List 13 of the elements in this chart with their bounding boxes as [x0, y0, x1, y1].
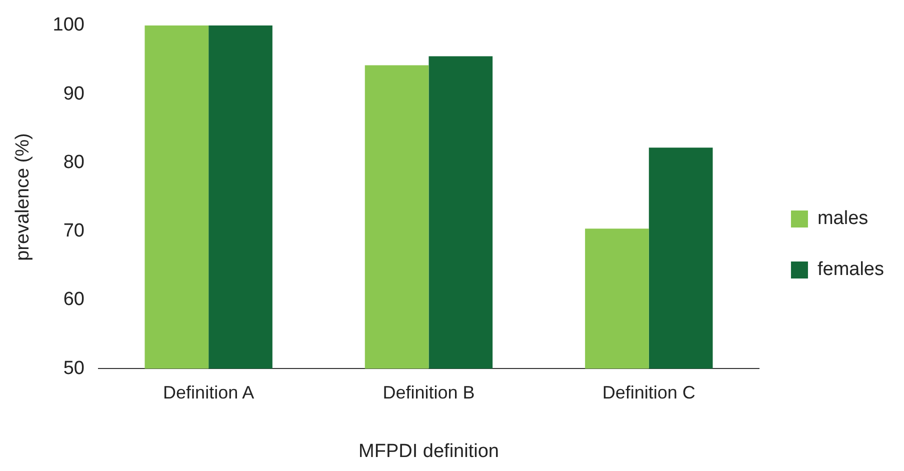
y-tick-label: 60: [63, 289, 84, 310]
y-tick-label: 90: [63, 83, 84, 104]
y-tick-label: 50: [63, 358, 84, 379]
x-tick-label: Definition B: [382, 382, 475, 402]
y-tick-label: 80: [63, 152, 84, 173]
x-tick-label: Definition A: [163, 382, 254, 402]
x-axis-title: MFPDI definition: [358, 440, 499, 462]
y-axis-title: prevalence (%): [12, 133, 34, 261]
y-tick-label: 100: [52, 14, 84, 36]
legend-label: females: [817, 259, 884, 280]
y-tick-label: 70: [63, 220, 84, 242]
legend-label: males: [817, 208, 868, 230]
x-tick-label: Definition C: [602, 382, 696, 402]
